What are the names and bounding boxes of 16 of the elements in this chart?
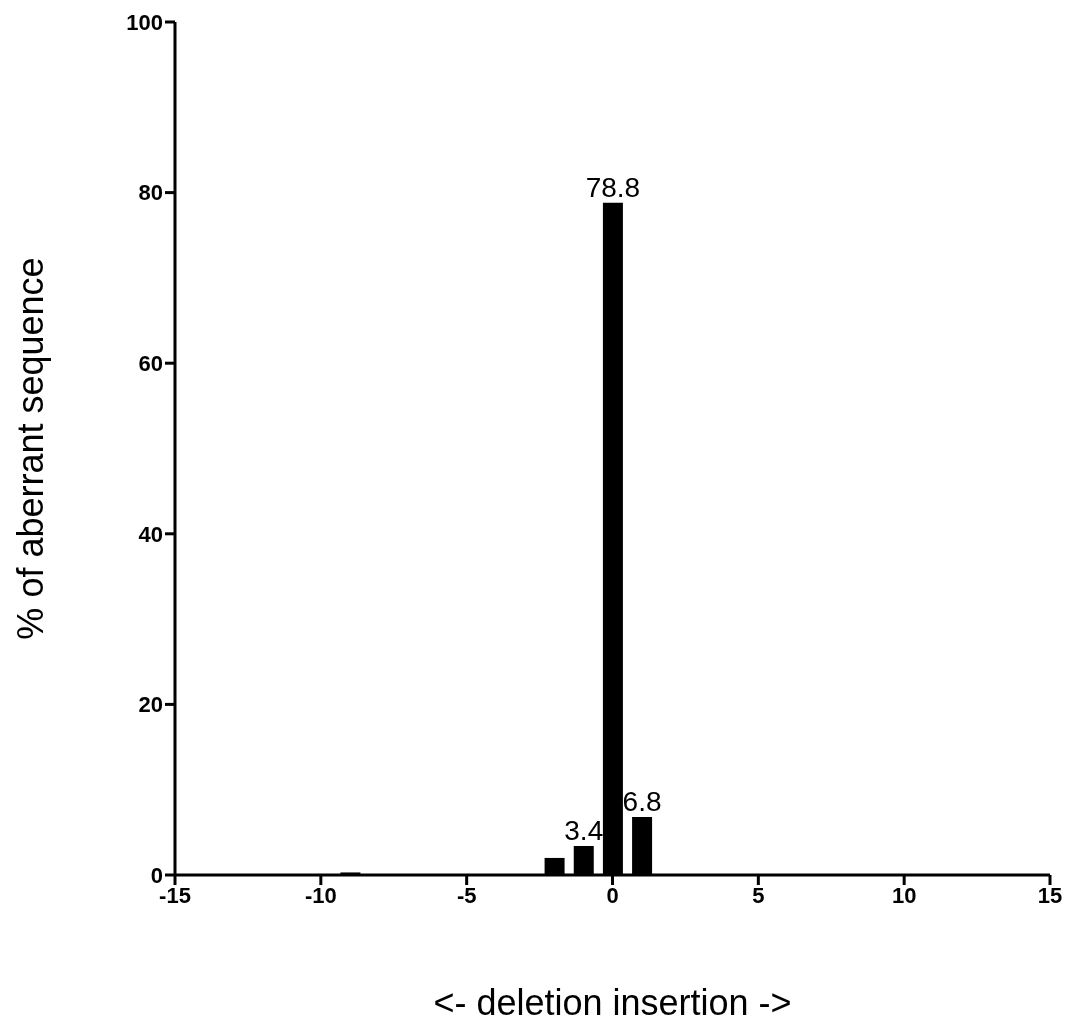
y-tick-label: 20: [138, 692, 163, 718]
data-label: 3.4: [564, 815, 604, 846]
x-axis-title: <- deletion insertion ->: [433, 982, 792, 1023]
x-tick-label: 15: [1037, 882, 1063, 908]
y-tick-label: 80: [138, 180, 163, 206]
x-tick-label: 5: [752, 882, 765, 908]
y-tick-label: 100: [126, 9, 163, 35]
y-tick-label: 40: [138, 521, 163, 547]
x-tick-label: 0: [606, 882, 619, 908]
x-tick-label: -10: [304, 882, 337, 908]
x-tick-label: -5: [456, 882, 477, 908]
data-label: 78.8: [585, 171, 641, 203]
y-tick-label: 60: [138, 351, 163, 377]
y-axis-title: % of aberrant sequence: [9, 257, 51, 640]
data-label: 6.8: [622, 786, 662, 817]
x-tick-label: 10: [891, 882, 917, 908]
